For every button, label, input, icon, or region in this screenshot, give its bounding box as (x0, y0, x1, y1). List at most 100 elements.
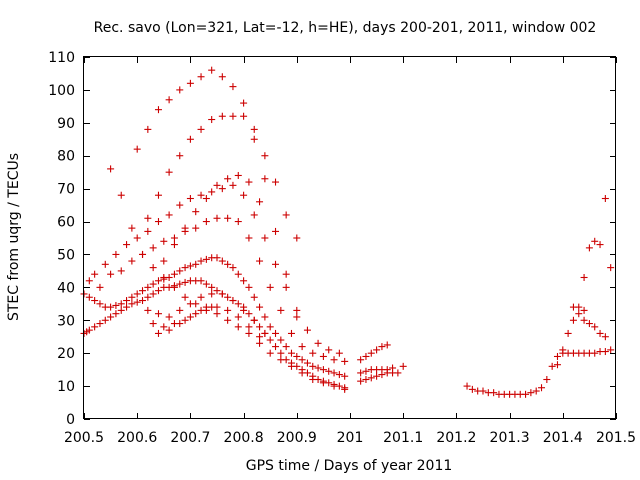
data-point (224, 175, 232, 183)
data-point (261, 152, 269, 160)
data-point (224, 306, 232, 314)
data-point (176, 320, 184, 328)
data-point (144, 283, 152, 291)
data-point (234, 313, 242, 321)
data-point (357, 356, 365, 364)
data-point (128, 257, 136, 265)
data-point (596, 241, 604, 249)
data-point (154, 218, 162, 226)
data-point (282, 270, 290, 278)
data-point (468, 385, 476, 393)
data-point (154, 287, 162, 295)
data-point (240, 277, 248, 285)
y-tick-label: 70 (57, 182, 75, 198)
data-point (101, 316, 109, 324)
data-point (218, 257, 226, 265)
data-point (176, 152, 184, 160)
data-point (181, 278, 189, 286)
y-tick-label: 110 (48, 50, 75, 66)
data-point (197, 277, 205, 285)
data-point (197, 73, 205, 81)
data-point (303, 326, 311, 334)
data-point (463, 382, 471, 390)
data-point (293, 352, 301, 360)
data-point (112, 250, 120, 258)
x-tick-label: 201.2 (436, 430, 476, 446)
data-point (123, 241, 131, 249)
data-point (107, 303, 115, 311)
data-point (139, 250, 147, 258)
data-point (309, 362, 317, 370)
data-point (240, 112, 248, 120)
data-point (319, 366, 327, 374)
data-point (197, 125, 205, 133)
data-point (261, 313, 269, 321)
data-point (543, 376, 551, 384)
data-point (607, 264, 615, 272)
data-point (479, 387, 487, 395)
data-point (139, 297, 147, 305)
data-point (112, 310, 120, 318)
data-point (224, 260, 232, 268)
data-point (213, 181, 221, 189)
data-point (181, 224, 189, 232)
data-point (256, 303, 264, 311)
data-point (202, 195, 210, 203)
data-point (186, 135, 194, 143)
data-point (330, 382, 338, 390)
data-point (149, 320, 157, 328)
data-point (341, 372, 349, 380)
data-point (591, 237, 599, 245)
data-point (245, 323, 253, 331)
data-point (218, 185, 226, 193)
y-tick-label: 30 (57, 313, 75, 329)
data-point (154, 191, 162, 199)
data-point (272, 329, 280, 337)
data-point (154, 329, 162, 337)
data-point (170, 283, 178, 291)
data-point (170, 270, 178, 278)
x-axis-title: GPS time / Days of year 2011 (246, 458, 453, 474)
data-point (293, 306, 301, 314)
data-point (208, 66, 216, 74)
data-point (261, 329, 269, 337)
data-point (282, 343, 290, 351)
data-point (91, 323, 99, 331)
data-point (160, 273, 168, 281)
data-point (128, 224, 136, 232)
data-point (245, 234, 253, 242)
data-point (293, 313, 301, 321)
y-tick-labels: 0 10 20 30 40 50 60 70 80 90 100 110 (48, 50, 75, 428)
data-point (186, 300, 194, 308)
y-tick-label: 60 (57, 215, 75, 231)
data-point (186, 313, 194, 321)
axis-ticks (84, 57, 617, 420)
x-tick-label: 200.6 (117, 430, 157, 446)
data-point (234, 218, 242, 226)
data-point (144, 125, 152, 133)
data-point (325, 367, 333, 375)
data-point (394, 369, 402, 377)
y-tick-label: 10 (57, 379, 75, 395)
data-point (245, 329, 253, 337)
y-tick-label: 50 (57, 247, 75, 263)
data-point (176, 86, 184, 94)
data-point (490, 389, 498, 397)
y-tick-label: 80 (57, 149, 75, 165)
data-point (149, 280, 157, 288)
data-point (575, 310, 583, 318)
data-point (272, 260, 280, 268)
data-point (208, 290, 216, 298)
y-tick-label: 100 (48, 83, 75, 99)
data-point (107, 165, 115, 173)
data-point (144, 306, 152, 314)
data-point (117, 306, 125, 314)
data-point (266, 283, 274, 291)
data-point (197, 257, 205, 265)
data-point (165, 211, 173, 219)
data-point (192, 208, 200, 216)
data-point (91, 297, 99, 305)
data-point (591, 349, 599, 357)
data-point (165, 326, 173, 334)
data-point (234, 300, 242, 308)
